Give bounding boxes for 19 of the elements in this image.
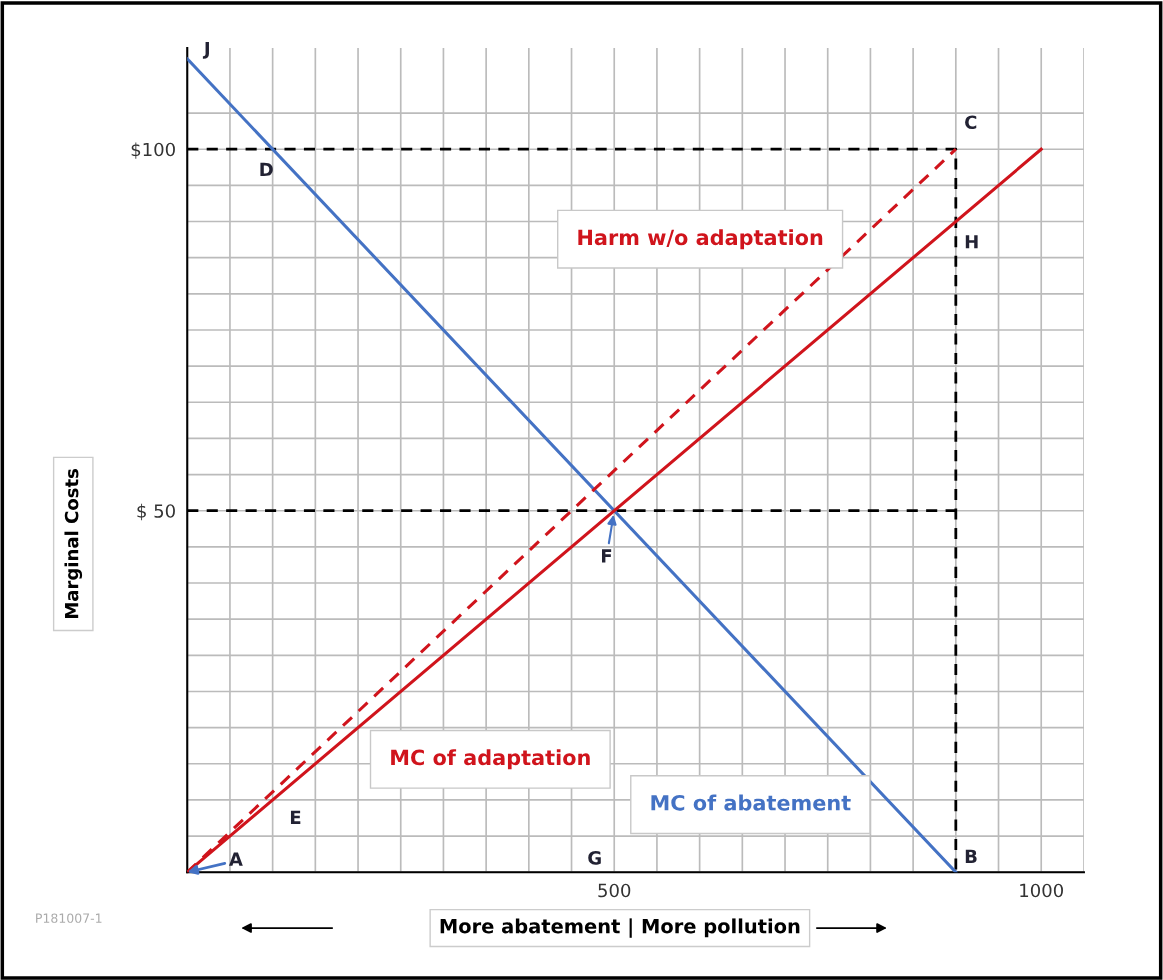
- annotation: H: [965, 235, 978, 249]
- annotation: E: [290, 810, 301, 824]
- y-tick-label: $100: [131, 142, 175, 159]
- annotation: C: [965, 115, 977, 130]
- annotation: A: [229, 852, 243, 866]
- series-label: MC of adaptation: [391, 749, 590, 770]
- y-axis-title: Marginal Costs: [64, 469, 83, 618]
- annotation: J: [202, 41, 209, 59]
- x-tick-label: 500: [598, 883, 631, 898]
- series-label: Harm w/o adaptation: [578, 229, 823, 250]
- y-tick-label: $ 50: [137, 503, 175, 521]
- x-axis-title: More abatement | More pollution: [440, 918, 800, 938]
- text: P181007-1: [36, 913, 102, 923]
- annotation: F: [602, 549, 612, 563]
- x-tick-label: 1000: [1020, 883, 1063, 898]
- annotation: D: [260, 162, 273, 177]
- annotation: G: [588, 851, 601, 865]
- annotation: B: [965, 849, 977, 863]
- series-label: MC of abatement: [651, 794, 851, 811]
